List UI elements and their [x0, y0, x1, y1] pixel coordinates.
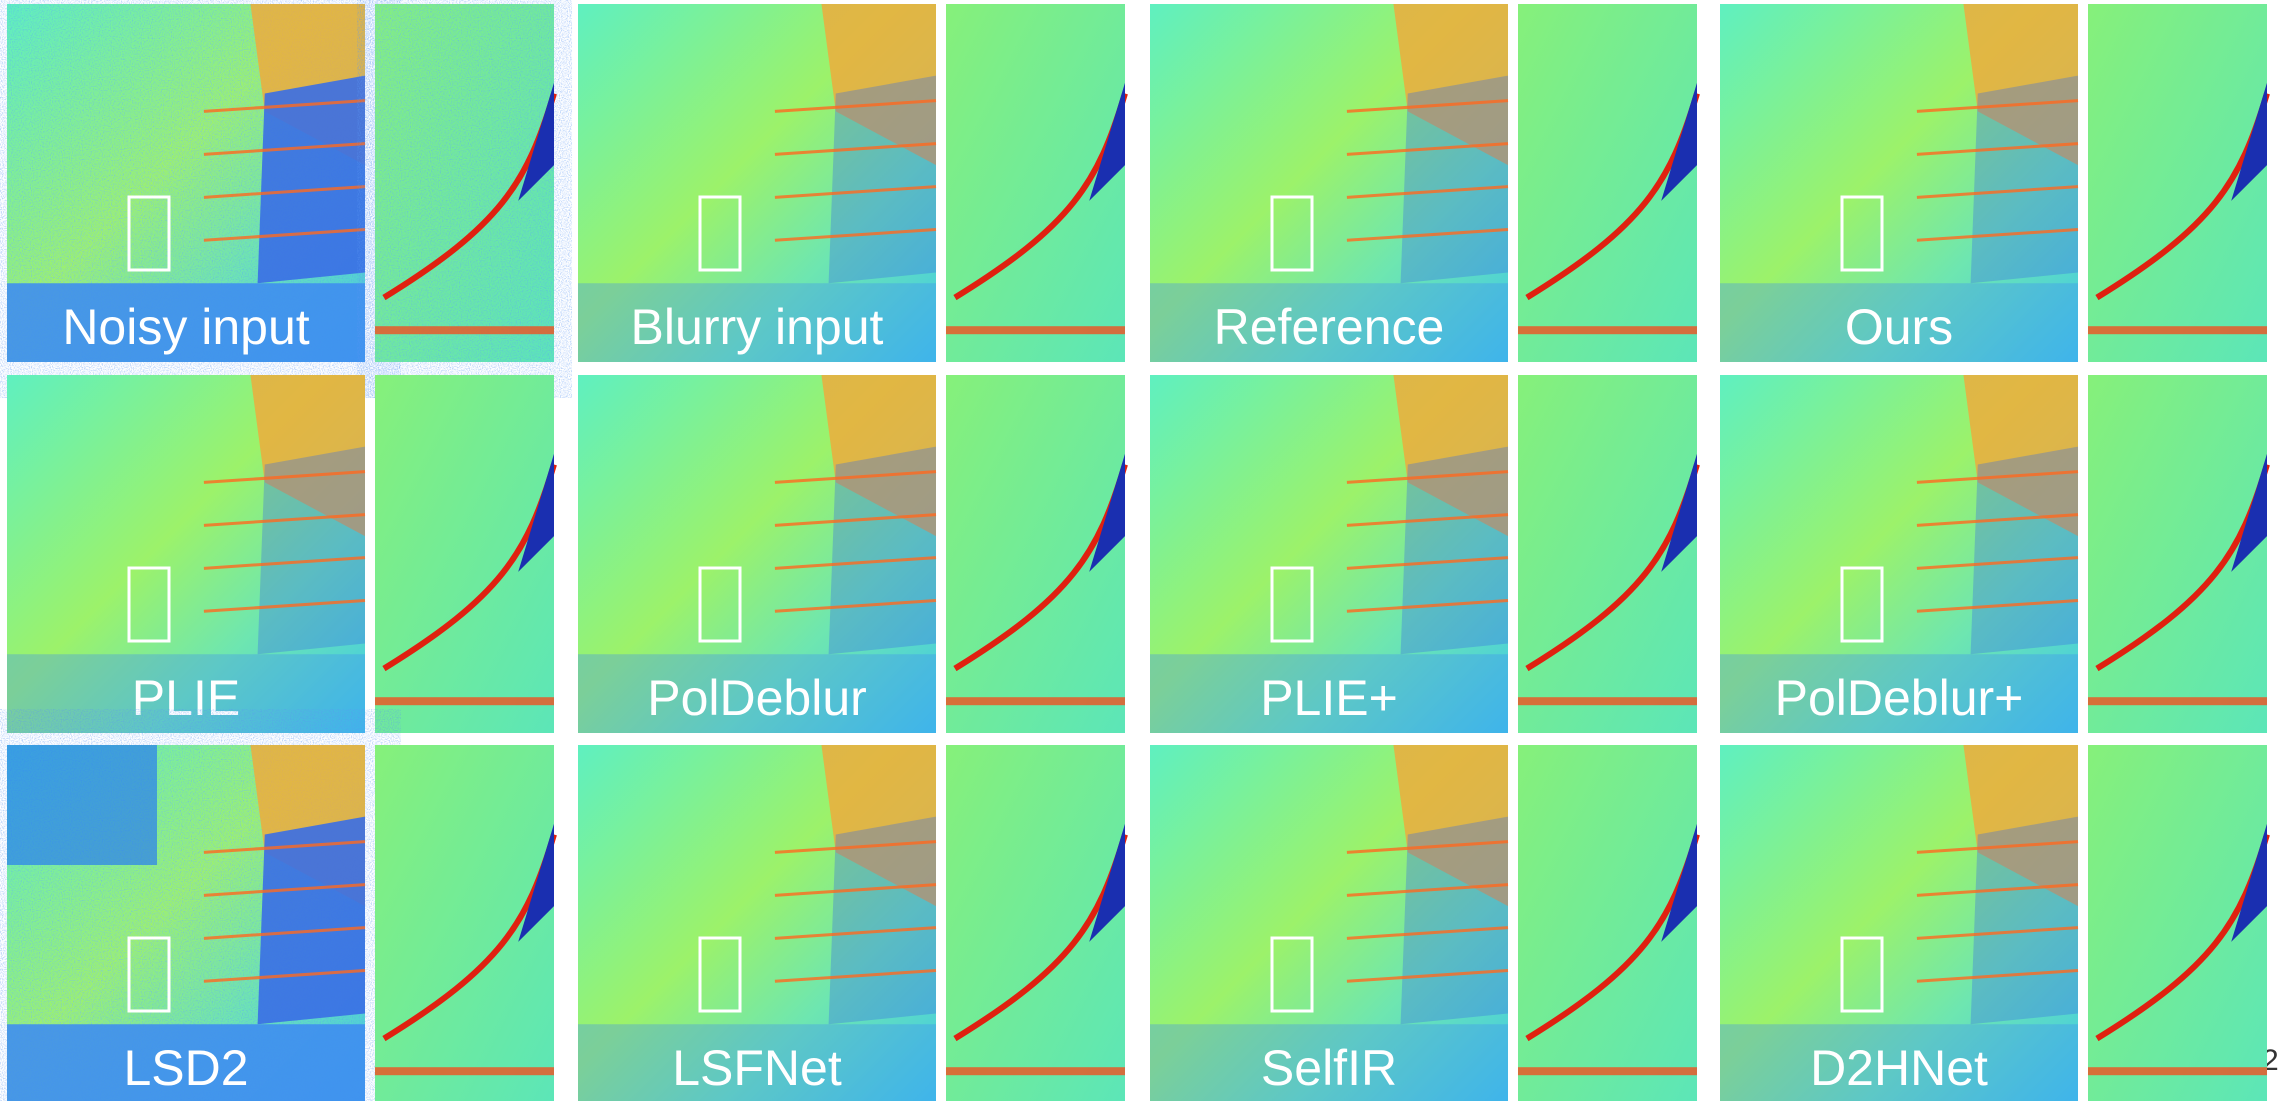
figure: 2 Noisy inputBlurry inputReferenceOursPL…: [0, 0, 2282, 1101]
crop-bottom: [946, 1067, 1125, 1075]
panel-label: SelfIR: [1261, 1040, 1397, 1096]
crop-image: [2088, 375, 2267, 733]
crop-image: [1518, 375, 1697, 733]
crop-bottom: [1518, 697, 1697, 705]
crop-image: [946, 4, 1125, 362]
panel: SelfIR: [1150, 745, 1697, 1101]
crop-bottom: [375, 1067, 554, 1075]
panel: LSFNet: [578, 745, 1125, 1101]
crop-image: [946, 375, 1125, 733]
crop-image: [375, 4, 554, 362]
panel-label: PolDeblur+: [1775, 670, 2024, 726]
panel: PolDeblur+: [1720, 375, 2267, 733]
panel-label: Noisy input: [62, 299, 309, 355]
panel: D2HNet: [1720, 745, 2267, 1101]
panel: Reference: [1150, 4, 1697, 362]
crop-bottom: [946, 326, 1125, 334]
crop-bottom: [1518, 326, 1697, 334]
panel-label: LSFNet: [672, 1040, 842, 1096]
crop-image: [1518, 4, 1697, 362]
panel: Ours: [1720, 4, 2267, 362]
crop-bottom: [2088, 1067, 2267, 1075]
panel-label: PolDeblur: [647, 670, 867, 726]
panel-label: Blurry input: [631, 299, 884, 355]
dark-sky: [7, 745, 157, 865]
crop-image: [375, 375, 554, 733]
panel-label: LSD2: [123, 1040, 248, 1096]
panel: PLIE+: [1150, 375, 1697, 733]
panel: Blurry input: [578, 4, 1125, 362]
panel-label: Reference: [1214, 299, 1445, 355]
crop-bottom: [375, 697, 554, 705]
crop-bottom: [375, 326, 554, 334]
panel: LSD2: [7, 745, 554, 1101]
panel-label: D2HNet: [1810, 1040, 1988, 1096]
crop-image: [1518, 745, 1697, 1101]
panel-label: Ours: [1845, 299, 1953, 355]
crop-image: [2088, 745, 2267, 1101]
crop-image: [375, 745, 554, 1101]
page: 2 Noisy inputBlurry inputReferenceOursPL…: [0, 0, 2282, 1101]
crop-image: [2088, 4, 2267, 362]
panel-label: PLIE+: [1260, 670, 1398, 726]
crop-bottom: [946, 697, 1125, 705]
crop-image: [946, 745, 1125, 1101]
panel: PolDeblur: [578, 375, 1125, 733]
crop-bottom: [2088, 326, 2267, 334]
panel: PLIE: [7, 375, 554, 733]
crop-bottom: [2088, 697, 2267, 705]
panel: Noisy input: [7, 4, 554, 362]
panel-label: PLIE: [132, 670, 240, 726]
crop-bottom: [1518, 1067, 1697, 1075]
